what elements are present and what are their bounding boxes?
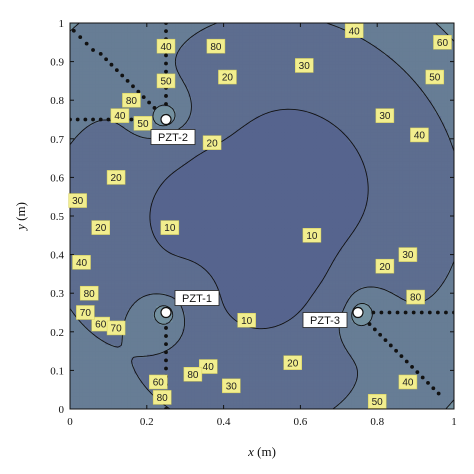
- sensor-pzt-2: PZT-2: [150, 113, 196, 145]
- contour-label: 60: [433, 35, 452, 50]
- contour-label: 30: [222, 378, 241, 394]
- contour-label: 70: [106, 320, 126, 336]
- sensor-label: PZT-1: [182, 293, 212, 305]
- contour-label: 80: [406, 289, 425, 305]
- contour-label: 80: [206, 38, 226, 54]
- sensor-label: PZT-2: [158, 132, 188, 144]
- sensor-pzt-1: PZT-1: [160, 290, 220, 319]
- x-axis-label: x (m): [247, 444, 276, 459]
- y-tick-label: 0: [59, 404, 65, 416]
- sensor-marker: [160, 113, 172, 126]
- contour-label: 30: [398, 247, 418, 262]
- contour-label: 30: [294, 58, 314, 73]
- y-tick-label: 0.1: [50, 365, 64, 377]
- contour-label: 50: [133, 116, 153, 131]
- sensor-label: PZT-3: [310, 315, 340, 327]
- y-tick-label: 0.7: [50, 134, 64, 146]
- y-tick-label: 0.4: [50, 250, 64, 262]
- contour-labels-layer: 1010102020202020203030303030404040404040…: [68, 23, 452, 409]
- x-tick-label: 0.8: [370, 416, 384, 428]
- ticks-layer: 0 0.2 0.4 0.6 0.8 100.10.20.30.40.50.60.70.80…: [50, 18, 457, 428]
- contour-label: 10: [160, 220, 180, 235]
- contour-label: 50: [425, 69, 445, 85]
- contour-label: 50: [156, 73, 176, 89]
- contour-label: 20: [375, 258, 395, 274]
- y-tick-label: 1: [59, 18, 65, 30]
- contour-label: 40: [156, 38, 176, 54]
- contour-label: 40: [110, 108, 130, 123]
- contour-label: 20: [202, 135, 222, 150]
- contour-line-30: [70, 23, 454, 409]
- sensors-layer: PZT-1 PZT-2 PZT-3: [150, 113, 364, 328]
- contour-label: 40: [344, 23, 364, 38]
- x-tick-label: 1: [451, 416, 457, 428]
- contour-label: 80: [79, 285, 99, 301]
- contour-label: 20: [106, 170, 126, 185]
- x-tick-label: 0.2: [140, 416, 154, 428]
- contour-label: 30: [68, 193, 87, 208]
- x-tick-label: 0.6: [294, 416, 308, 428]
- beam-dots-pzt2-diag: [98, 51, 157, 110]
- contour-label: 40: [72, 255, 91, 270]
- y-axis-label: y (m): [13, 202, 28, 232]
- y-tick-label: 0.9: [50, 57, 64, 69]
- y-tick-label: 0.6: [50, 172, 64, 184]
- contour-label: 10: [237, 312, 256, 328]
- sensor-marker: [160, 306, 172, 319]
- x-tick-label: 0: [67, 416, 73, 428]
- contour-label: 80: [183, 367, 203, 382]
- contour-label: 30: [375, 108, 395, 123]
- contour-label: 40: [410, 127, 429, 143]
- contour-label: 20: [283, 355, 302, 370]
- contour-label: 80: [152, 390, 172, 405]
- y-tick-label: 0.2: [50, 327, 64, 339]
- beam-dots-pzt3-diag: [367, 322, 441, 396]
- sensor-marker: [352, 306, 364, 319]
- y-tick-label: 0.8: [50, 95, 64, 107]
- contour-label: 40: [398, 374, 418, 390]
- y-tick-label: 0.3: [50, 288, 64, 300]
- contour-label: 70: [76, 305, 95, 320]
- contour-label: 60: [149, 374, 168, 390]
- x-tick-label: 0.4: [217, 416, 231, 428]
- contour-label: 20: [218, 69, 237, 85]
- contour-label: 10: [302, 228, 322, 243]
- sensor-pzt-3: PZT-3: [302, 306, 364, 328]
- contour-label: 50: [367, 394, 387, 409]
- contour-label: 40: [198, 359, 218, 374]
- contour-label: 80: [122, 92, 141, 108]
- beam-dots-pzt3-right: [371, 310, 454, 315]
- beam-dots-corner: [71, 28, 95, 52]
- y-tick-label: 0.5: [50, 211, 64, 223]
- contour-label: 20: [91, 220, 110, 235]
